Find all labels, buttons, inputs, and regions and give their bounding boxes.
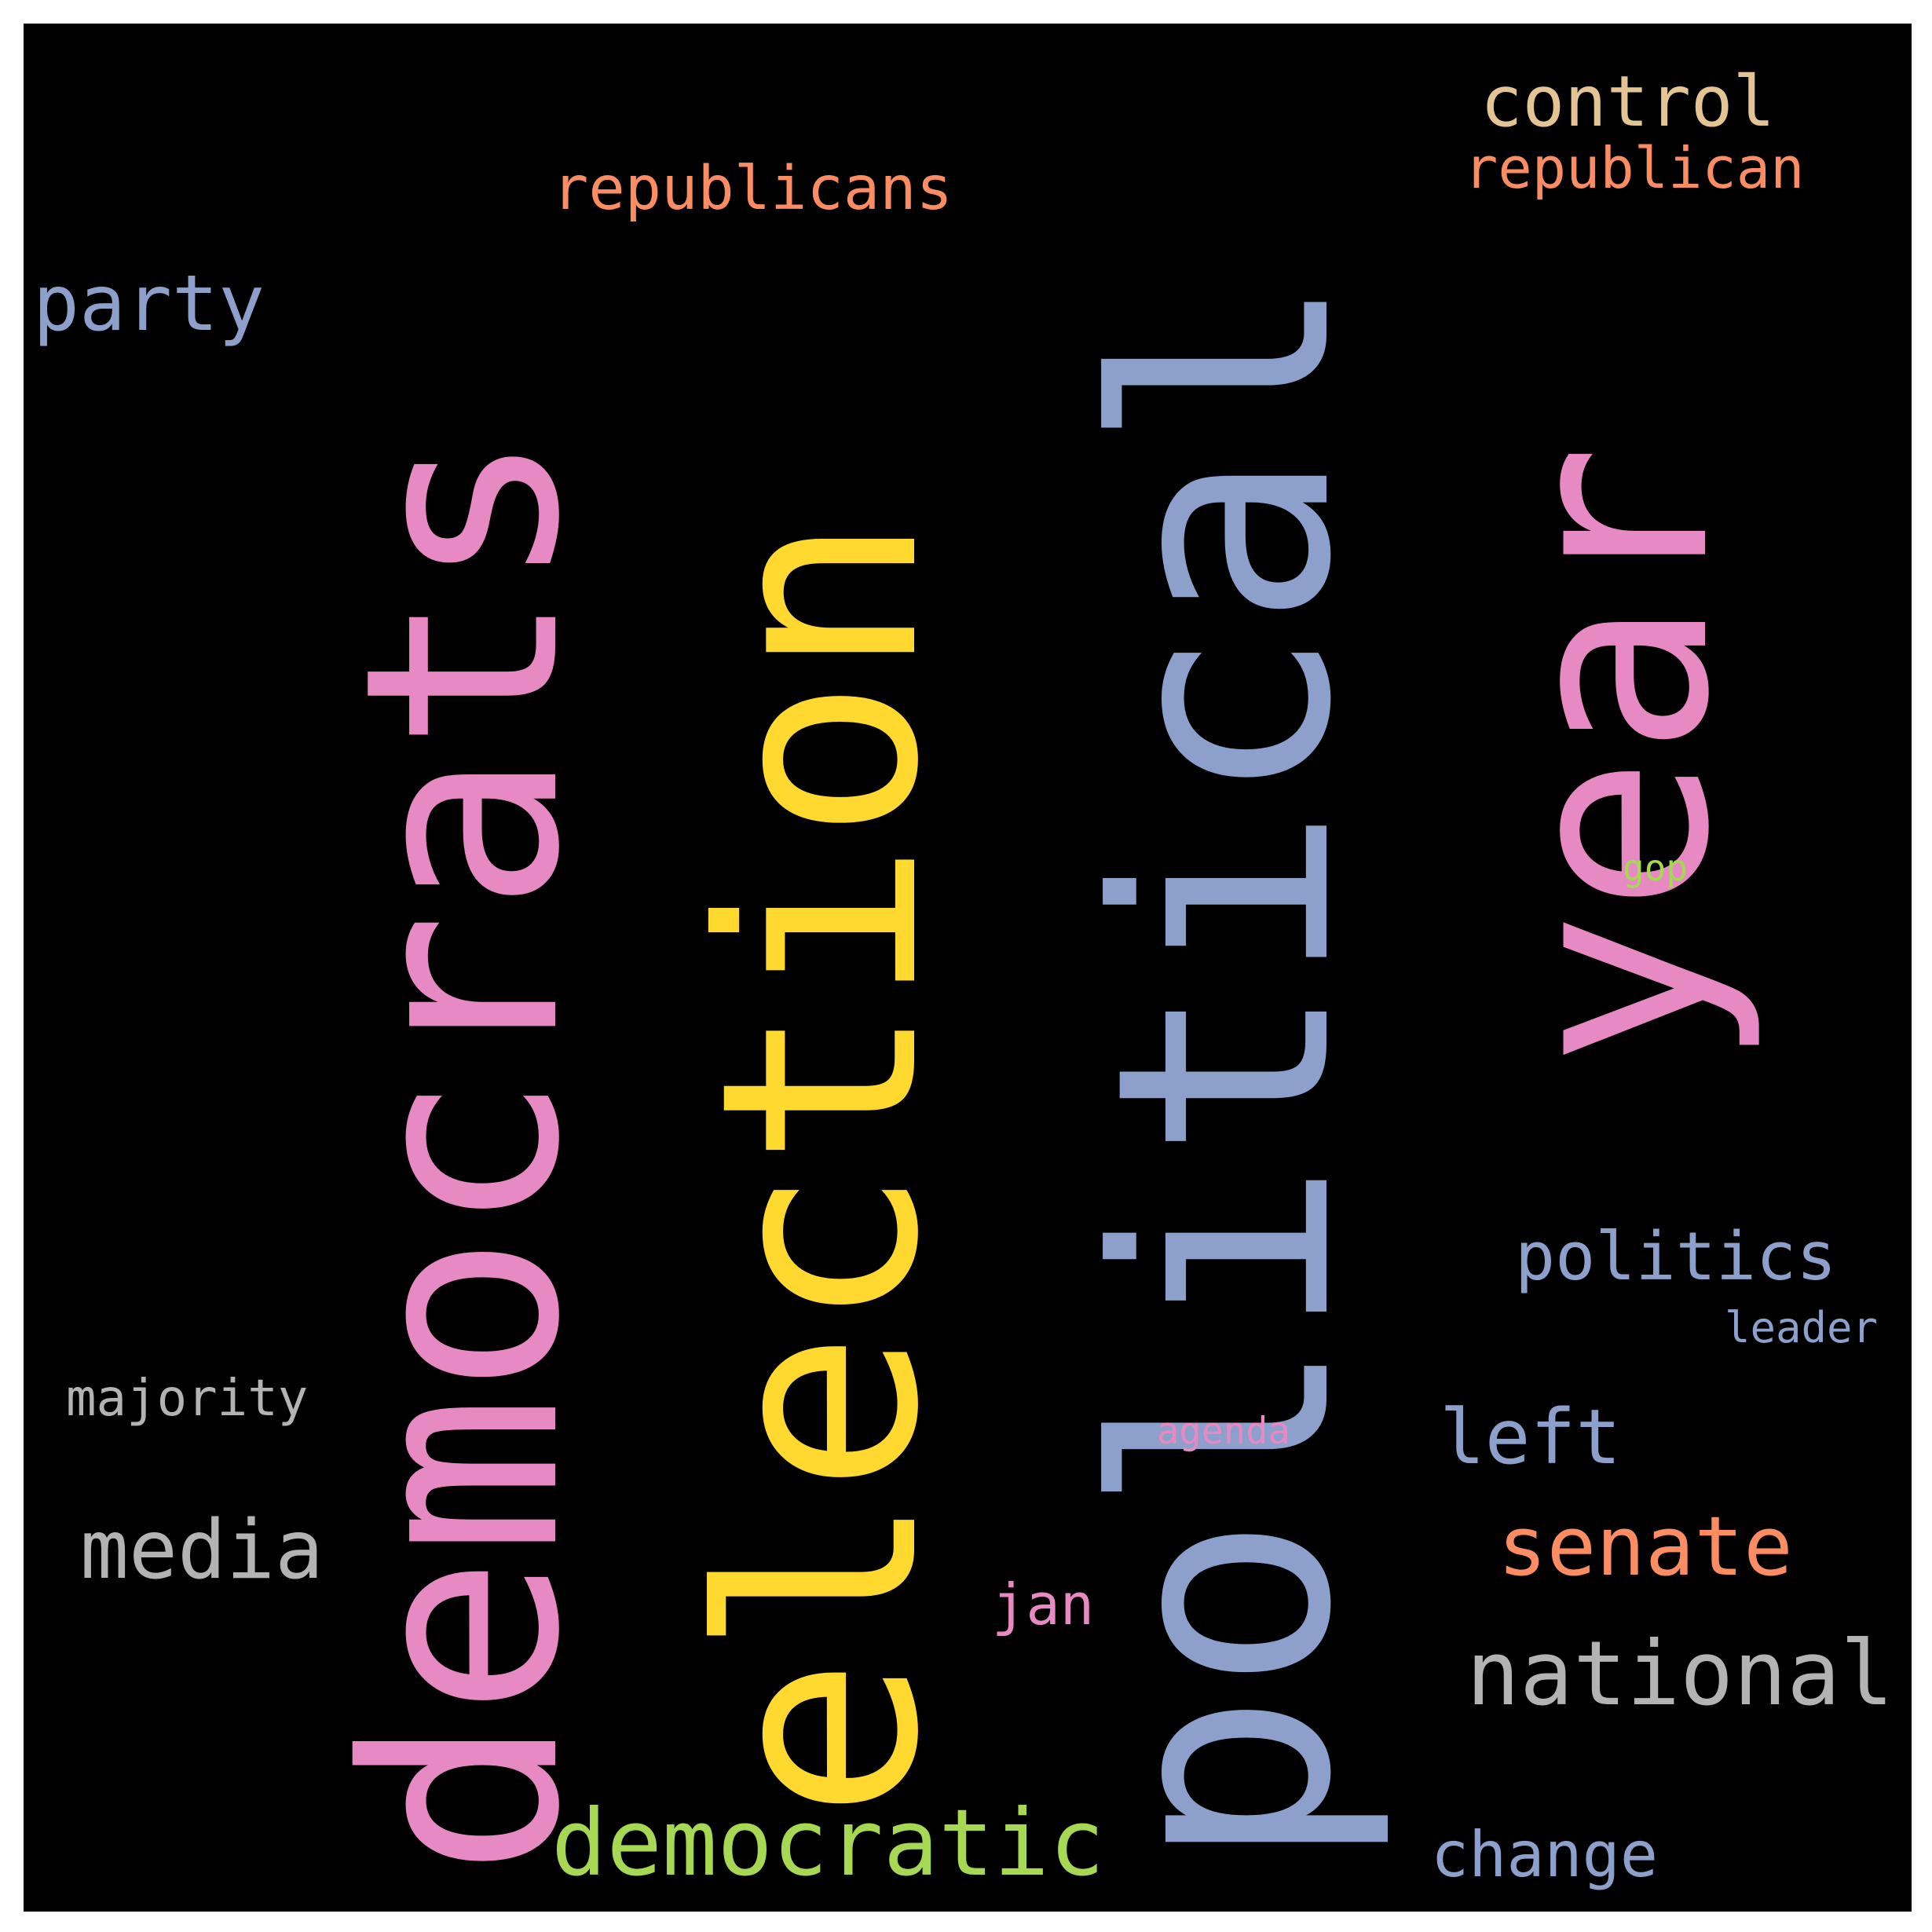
- word-cloud: democrats election political year contro…: [24, 24, 1912, 1912]
- word-year: year: [1465, 444, 1766, 1068]
- word-gop: gop: [1623, 847, 1689, 889]
- word-jan: jan: [992, 1572, 1095, 1637]
- word-change: change: [1431, 1818, 1658, 1891]
- word-agenda: agenda: [1157, 1410, 1290, 1453]
- word-party: party: [33, 259, 265, 349]
- word-democrats: democrats: [308, 430, 619, 1877]
- word-majority: majority: [66, 1370, 309, 1428]
- word-republicans: republicans: [552, 154, 953, 224]
- word-democratic: democratic: [551, 1789, 1105, 1897]
- word-political: political: [1054, 273, 1396, 1869]
- word-election: election: [664, 514, 979, 1820]
- word-media: media: [80, 1503, 324, 1597]
- word-national: national: [1466, 1622, 1894, 1725]
- word-leader: leader: [1725, 1303, 1879, 1352]
- word-politics: politics: [1515, 1218, 1837, 1296]
- word-republican: republican: [1464, 135, 1805, 201]
- word-control: control: [1480, 60, 1776, 142]
- word-left: left: [1440, 1393, 1622, 1481]
- word-senate: senate: [1498, 1498, 1793, 1594]
